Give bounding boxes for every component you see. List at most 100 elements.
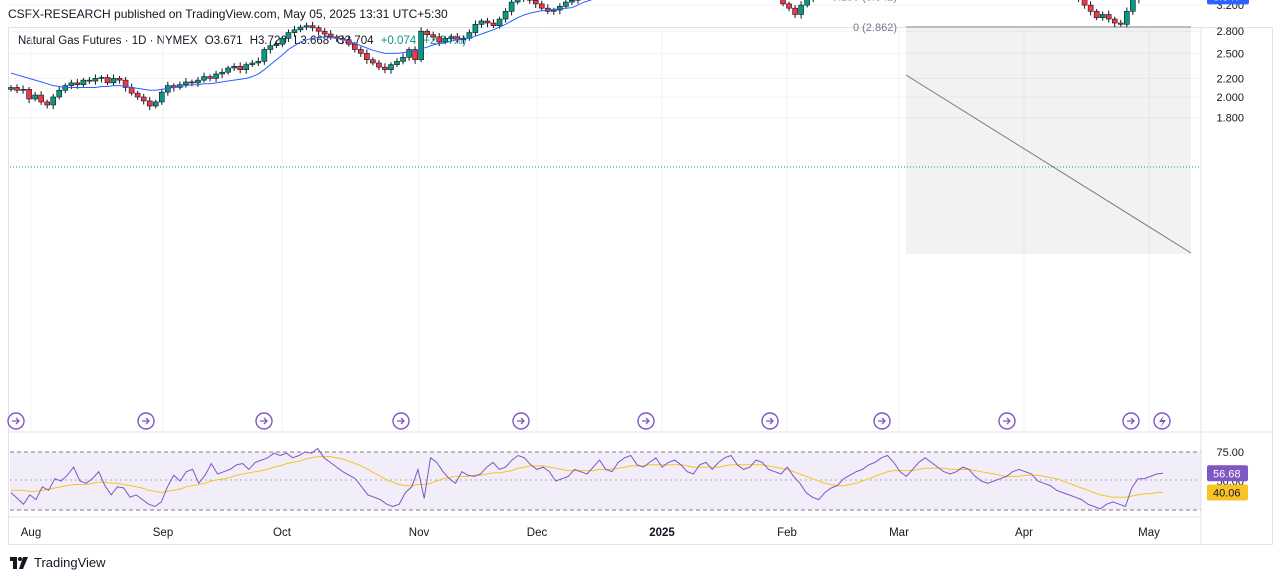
lightning-icon: [1159, 415, 1166, 428]
candle-body: [237, 65, 243, 70]
fib-zone-background: [906, 28, 1191, 254]
time-tick-label: Nov: [409, 527, 430, 539]
price-tick-label: 2.800: [1216, 26, 1244, 38]
footer-brand[interactable]: TradingView: [34, 555, 106, 570]
price-axis: 5.5005.0004.5004.0003.2002.8002.5002.200…: [1207, 0, 1249, 125]
fib-trendline: [905, 74, 1192, 254]
candle-body: [436, 36, 443, 43]
candle-body: [273, 43, 280, 46]
candle-body: [472, 24, 479, 33]
event-markers: [7, 412, 1171, 430]
candle-body: [158, 91, 165, 103]
candle-body: [388, 64, 394, 70]
candle-body: [792, 7, 798, 15]
candle-body: [110, 78, 117, 84]
time-tick-label: May: [1138, 527, 1160, 539]
event-arrow-icon: [1127, 417, 1135, 425]
candle-body: [496, 18, 503, 27]
ma-value-label: 3.347: [1213, 0, 1241, 3]
candle-body: [261, 49, 268, 62]
fib-level-label: 0.236 (3.342): [832, 0, 897, 4]
time-tick-label: Oct: [273, 527, 292, 539]
candle-body: [1087, 4, 1094, 12]
candle-body: [1105, 14, 1112, 20]
candle-body: [315, 27, 322, 32]
candle-body: [376, 62, 382, 68]
candle-body: [285, 32, 292, 39]
candle-body: [201, 76, 207, 81]
candle-body: [297, 26, 304, 31]
event-arrow-icon: [517, 417, 525, 425]
fib-level-label: 0 (2.862): [853, 22, 897, 34]
candle-body: [484, 20, 491, 24]
candle-body: [92, 78, 99, 82]
candle-body: [98, 77, 105, 79]
event-arrow-icon: [766, 417, 774, 425]
candle-body: [225, 67, 231, 73]
publisher-text: CSFX-RESEARCH published on TradingView.c…: [8, 7, 448, 21]
time-tick-label: 2025: [649, 527, 675, 539]
time-tick-label: Sep: [153, 527, 173, 539]
event-arrow-icon: [1003, 417, 1011, 425]
fibonacci-retracement: 1 (4.897)0.786 (4.461)0.618 (4.139)0.5 (…: [832, 0, 1191, 34]
candle-body: [50, 96, 57, 106]
time-tick-label: Dec: [527, 527, 548, 539]
candle-body: [38, 94, 44, 103]
candle-body: [406, 49, 412, 58]
candle-body: [351, 43, 358, 50]
candle-body: [514, 0, 521, 3]
candle-body: [183, 81, 189, 85]
rsi-band: [10, 452, 1201, 510]
rsi-value-label: 56.68: [1213, 468, 1241, 480]
candle-body: [231, 65, 237, 69]
candle-body: [195, 79, 201, 84]
time-tick-label: Mar: [889, 527, 909, 539]
candle-body: [1081, 0, 1088, 6]
candle-body: [1130, 0, 1136, 12]
moving-average-line: [10, 0, 593, 91]
price-tick-label: 1.800: [1216, 113, 1244, 125]
candle-body: [309, 25, 316, 29]
candle-body: [424, 30, 430, 36]
time-tick-label: Aug: [21, 527, 41, 539]
candle-body: [538, 3, 545, 9]
candle-body: [122, 79, 129, 88]
candle-body: [1117, 22, 1124, 25]
rsi-ma-value-badge: [1207, 484, 1248, 501]
candle-body: [490, 22, 497, 27]
candle-body: [508, 1, 515, 12]
time-axis: Aug Sep Oct Nov Dec 2025 Feb Mar Apr May: [9, 28, 1202, 545]
candle-body: [20, 89, 26, 91]
event-arrow-icon: [642, 417, 650, 425]
candle-body: [532, 0, 539, 5]
ma-value-label-bg: [1207, 0, 1249, 5]
rsi-line: [10, 447, 1164, 510]
candle-body: [804, 0, 810, 6]
rsi-value-badge: [1207, 465, 1248, 482]
candle-body: [412, 49, 418, 61]
candle-body: [1093, 11, 1100, 19]
candle-body: [134, 92, 141, 98]
event-arrow-icon: [260, 417, 268, 425]
symbol-label[interactable]: Natural Gas Futures · 1D · NYMEX: [18, 35, 198, 47]
candle-body: [74, 82, 81, 85]
candle-body: [780, 0, 786, 5]
candle-body: [26, 89, 32, 100]
price-tick-label: 2.000: [1216, 92, 1244, 104]
candle-body: [1099, 14, 1106, 19]
open-value: O3.671: [204, 35, 243, 47]
tradingview-logo-icon: [10, 556, 28, 569]
candle-body: [418, 30, 424, 61]
candle-body: [321, 30, 328, 35]
candle-body: [14, 87, 20, 91]
candle-body: [86, 79, 93, 82]
candle-body: [146, 100, 153, 107]
grid-lines: [10, 4, 1201, 432]
candle-body: [207, 76, 213, 79]
rsi-ma-line: [11, 456, 1164, 498]
candle-body: [140, 96, 147, 102]
event-arrow-icon: [397, 417, 405, 425]
candle-body: [551, 9, 557, 12]
